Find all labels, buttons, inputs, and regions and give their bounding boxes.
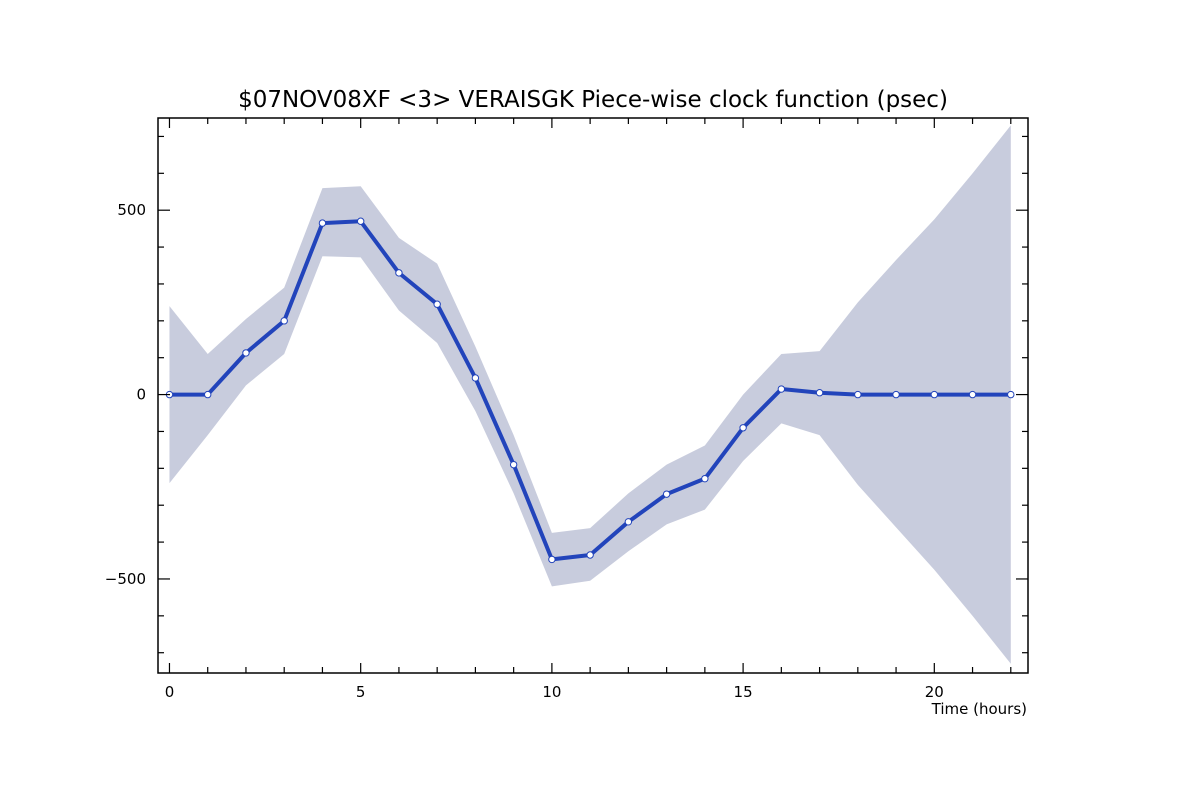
data-point: [739, 424, 747, 432]
chart-title: $07NOV08XF <3> VERAISGK Piece-wise clock…: [238, 87, 948, 113]
data-point: [356, 217, 365, 225]
data-point: [930, 390, 939, 399]
y-tick-label: 500: [117, 201, 146, 219]
data-point: [624, 518, 633, 526]
x-axis-label: Time (hours): [931, 700, 1027, 718]
data-point: [701, 474, 709, 483]
data-point: [968, 390, 977, 399]
x-tick-label: 10: [542, 683, 561, 701]
data-point: [586, 551, 594, 559]
axis-ticks: [158, 118, 1028, 673]
data-point: [471, 374, 480, 382]
data-point: [433, 300, 441, 308]
data-point: [815, 389, 824, 397]
data-point: [204, 390, 212, 399]
x-tick-label: 0: [165, 683, 175, 701]
data-point-layer: [165, 217, 1015, 564]
x-tick-label: 15: [734, 683, 753, 701]
data-point: [280, 317, 288, 325]
data-point: [548, 555, 556, 564]
tick-labels: 0 5 10 15 20 −500 0 500: [105, 201, 944, 701]
data-point: [242, 349, 250, 357]
y-tick-label: −500: [105, 570, 146, 588]
plot-frame: [157, 117, 1029, 674]
data-point: [777, 385, 786, 393]
uncertainty-band: [169, 125, 1011, 664]
y-tick-label: 0: [136, 386, 146, 404]
data-point: [395, 269, 403, 277]
data-point: [662, 490, 671, 498]
data-point: [509, 460, 518, 469]
data-point: [854, 390, 862, 399]
x-tick-label: 20: [925, 683, 944, 701]
uncertainty-band-layer: [169, 125, 1011, 664]
data-point: [892, 390, 900, 399]
data-point: [1007, 390, 1015, 399]
x-tick-label: 5: [356, 683, 366, 701]
data-point: [318, 219, 327, 227]
